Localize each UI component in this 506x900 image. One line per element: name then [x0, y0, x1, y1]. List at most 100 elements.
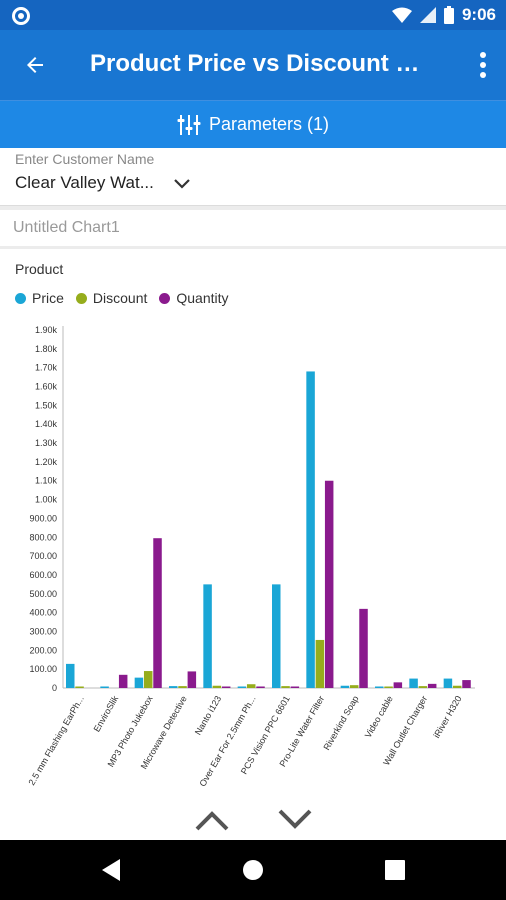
bar-quantity-2[interactable]: [118, 674, 128, 688]
legend-dot-discount: [75, 292, 87, 304]
overflow-menu-button[interactable]: [478, 50, 488, 80]
home-circle-icon[interactable]: [242, 859, 264, 881]
bar-discount-4[interactable]: [178, 686, 187, 688]
bar-quantity-9[interactable]: [359, 608, 368, 688]
x-tick-label: Nanto i123: [193, 694, 223, 737]
legend-item-discount[interactable]: Discount: [75, 290, 148, 306]
y-tick-label: 400.00: [29, 608, 57, 618]
signal-icon: [419, 7, 436, 23]
bar-discount-7[interactable]: [281, 686, 290, 688]
legend-label-price: Price: [32, 290, 64, 306]
y-tick-label: 100.00: [29, 664, 57, 674]
x-tick-label: Riverkind Soap: [321, 694, 360, 752]
y-tick-label: 700.00: [29, 551, 57, 561]
bar-discount-6[interactable]: [246, 684, 256, 688]
x-axis-field-label: Product: [15, 261, 64, 277]
y-tick-label: 600.00: [29, 570, 57, 580]
bar-quantity-5[interactable]: [221, 686, 231, 689]
y-tick-label: 1.20k: [35, 457, 58, 467]
bar-quantity-4[interactable]: [187, 671, 197, 688]
bar-price-4[interactable]: [169, 686, 178, 688]
battery-icon: [443, 6, 454, 24]
bar-price-7[interactable]: [272, 584, 281, 688]
recents-square-icon[interactable]: [385, 860, 405, 880]
notification-icon: [12, 7, 30, 25]
wifi-icon: [391, 7, 412, 23]
y-tick-label: 1.00k: [35, 495, 58, 505]
y-tick-label: 200.00: [29, 645, 57, 655]
bar-quantity-12[interactable]: [462, 680, 471, 688]
legend-item-price[interactable]: Price: [15, 290, 64, 306]
back-button[interactable]: [18, 48, 52, 82]
customer-name-select[interactable]: Enter Customer Name Clear Valley Wat...: [0, 148, 506, 206]
arrow-left-icon: [27, 57, 43, 73]
bar-price-2[interactable]: [100, 686, 109, 689]
chart-navigation: [0, 800, 506, 840]
legend-dot-quantity: [159, 292, 171, 304]
bar-discount-8[interactable]: [315, 639, 325, 688]
bar-discount-9[interactable]: [349, 685, 359, 688]
y-tick-label: 1.10k: [35, 476, 58, 486]
bar-price-3[interactable]: [134, 677, 144, 688]
status-bar: 9:06: [0, 0, 506, 30]
legend-label-quantity: Quantity: [176, 290, 229, 306]
app-bar: Product Price vs Discount C...: [0, 30, 506, 100]
x-tick-label: EnviroSlik: [92, 694, 121, 734]
y-tick-label: 1.80k: [35, 344, 58, 354]
y-tick-label: 500.00: [29, 589, 57, 599]
y-tick-label: 1.60k: [35, 382, 58, 392]
bar-chart: 0 100.00 200.00 300.00 400.00 500.00 600.00 700…: [26, 325, 475, 788]
previous-chart-button[interactable]: [194, 808, 230, 832]
bar-quantity-11[interactable]: [427, 683, 437, 688]
y-tick-label: 1.30k: [35, 438, 58, 448]
bar-price-9[interactable]: [340, 685, 350, 688]
x-tick-label: iRiver H320: [431, 694, 463, 740]
bar-price-10[interactable]: [375, 686, 384, 689]
y-tick-label: 1.40k: [35, 419, 58, 429]
customer-name-value: Clear Valley Wat...: [15, 173, 154, 192]
legend-label-discount: Discount: [92, 290, 148, 306]
next-chart-button[interactable]: [277, 808, 313, 832]
bar-quantity-7[interactable]: [290, 686, 300, 689]
status-icons: 9:06: [391, 0, 496, 30]
bar-discount-5[interactable]: [212, 685, 222, 688]
divider: [0, 246, 506, 249]
tune-icon: [177, 114, 201, 135]
y-tick-label: 1.70k: [35, 363, 58, 373]
bar-discount-1[interactable]: [75, 686, 84, 689]
system-navigation-bar: [0, 840, 506, 900]
back-triangle-icon[interactable]: [100, 858, 122, 882]
y-tick-label: 1.50k: [35, 400, 58, 410]
x-tick-label: Video cable: [363, 694, 395, 740]
parameters-label: Parameters (1): [208, 114, 330, 134]
bar-discount-10[interactable]: [384, 686, 393, 689]
x-tick-label: 2.5 mm Flashing EarPh...: [26, 694, 85, 787]
bar-quantity-8[interactable]: [324, 480, 334, 688]
bar-price-5[interactable]: [203, 584, 212, 688]
page-title: Product Price vs Discount C...: [90, 50, 425, 77]
bar-discount-12[interactable]: [452, 685, 462, 688]
bar-discount-11[interactable]: [418, 686, 428, 688]
bar-discount-3[interactable]: [143, 671, 153, 688]
y-tick-label: 800.00: [29, 532, 57, 542]
chart-legend: Price Discount Quantity: [15, 290, 229, 306]
parameters-button[interactable]: Parameters (1): [0, 100, 506, 148]
divider: [0, 206, 506, 210]
customer-name-caption: Enter Customer Name: [15, 151, 155, 167]
y-tick-label: 900.00: [29, 513, 57, 523]
bar-price-6[interactable]: [237, 686, 247, 688]
bar-quantity-6[interactable]: [256, 686, 265, 689]
bar-price-1[interactable]: [66, 663, 75, 688]
y-tick-label: 300.00: [29, 626, 57, 636]
legend-item-quantity[interactable]: Quantity: [159, 290, 229, 306]
y-tick-label: 1.90k: [35, 325, 58, 335]
bar-price-8[interactable]: [306, 371, 315, 688]
bar-price-12[interactable]: [443, 678, 453, 688]
bar-price-11[interactable]: [409, 678, 418, 688]
chart-name-field[interactable]: Untitled Chart1: [13, 219, 120, 236]
chevron-down-icon[interactable]: [173, 178, 191, 190]
bar-quantity-3[interactable]: [153, 538, 162, 688]
bar-quantity-10[interactable]: [393, 682, 403, 688]
y-tick-label: 0: [52, 683, 57, 693]
more-vert-icon: [480, 52, 486, 78]
